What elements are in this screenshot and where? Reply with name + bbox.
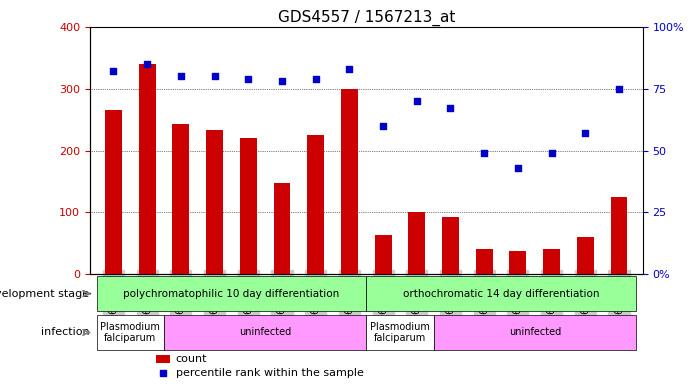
Bar [341,89,358,274]
FancyBboxPatch shape [97,276,366,311]
Point [513,165,524,171]
Point [243,76,254,82]
Text: Plasmodium
falciparum: Plasmodium falciparum [370,322,430,343]
Text: percentile rank within the sample: percentile rank within the sample [176,368,363,378]
Point [479,150,490,156]
FancyBboxPatch shape [366,315,434,350]
Text: polychromatophilic 10 day differentiation: polychromatophilic 10 day differentiatio… [123,289,339,299]
Bar [307,135,324,274]
FancyBboxPatch shape [366,276,636,311]
Bar [240,138,256,274]
Title: GDS4557 / 1567213_at: GDS4557 / 1567213_at [278,9,455,25]
FancyBboxPatch shape [97,315,164,350]
Point [411,98,422,104]
Text: infection: infection [41,328,89,338]
Bar [509,251,527,274]
Text: Plasmodium
falciparum: Plasmodium falciparum [100,322,160,343]
Text: development stage: development stage [0,289,89,299]
Point [142,61,153,67]
Bar [375,235,392,274]
Bar [577,237,594,274]
Point [614,86,625,92]
Text: orthochromatic 14 day differentiation: orthochromatic 14 day differentiation [403,289,599,299]
Bar [139,64,155,274]
Text: uninfected: uninfected [509,328,561,338]
Point [344,66,355,72]
Point [580,130,591,136]
Point [276,78,287,84]
Bar [206,130,223,274]
Bar [611,197,627,274]
Bar [442,217,459,274]
Bar [408,212,425,274]
Text: count: count [176,354,207,364]
Point [158,370,169,376]
FancyBboxPatch shape [164,315,366,350]
Point [445,106,456,112]
Point [108,68,119,74]
Point [176,73,187,79]
Bar [274,183,290,274]
Bar [476,250,493,274]
Point [209,73,220,79]
Point [310,76,321,82]
Text: uninfected: uninfected [239,328,291,338]
Bar [105,110,122,274]
Point [377,123,388,129]
Point [546,150,557,156]
FancyBboxPatch shape [434,315,636,350]
Bar [543,250,560,274]
Bar [173,124,189,274]
Bar [156,355,170,363]
